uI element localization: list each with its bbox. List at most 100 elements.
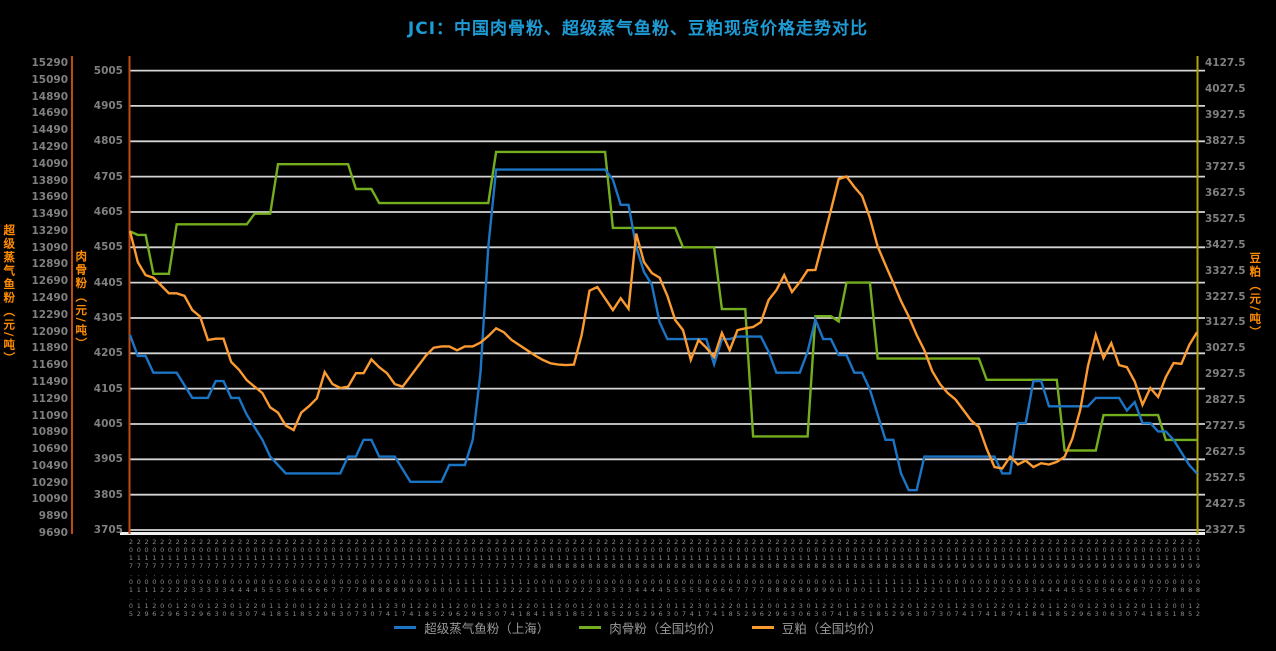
tick-label: 2927.5 [1205, 368, 1246, 381]
tick-label: 3805 [93, 488, 123, 501]
x-tick-label: 2018.11.22 [890, 538, 899, 618]
legend-swatch-mbm [579, 625, 602, 630]
x-tick-label: 2017.12.14 [508, 538, 517, 618]
x-tick-label: 2018.05.17 [679, 538, 688, 618]
tick-label: 14690 [31, 107, 68, 120]
tick-label: 15090 [31, 73, 68, 86]
x-tick-label: 2017.12.28 [524, 538, 533, 618]
x-tick-label: 2017.07.13 [337, 538, 346, 618]
x-tick-label: 2019.04.18 [1053, 538, 1062, 618]
tick-label: 13890 [31, 174, 68, 187]
y-axis-title-fishmeal: 超级蒸气鱼粉（元/吨） [2, 224, 17, 366]
x-tick-label: 2017.04.27 [251, 538, 260, 618]
tick-label: 11090 [31, 409, 68, 422]
x-tick-label: 2017.10.12 [438, 538, 447, 618]
series-lines [128, 150, 1199, 492]
series-line-mbm [129, 150, 1197, 452]
x-tick-label: 2017.05.25 [282, 538, 291, 618]
tick-label: 10890 [31, 426, 68, 439]
tick-label: 2827.5 [1205, 394, 1246, 407]
x-tick-label: 2018.02.01 [563, 538, 572, 618]
x-tick-label: 2018.03.15 [609, 538, 618, 618]
tick-label: 5005 [93, 64, 123, 77]
x-tick-label: 2018.09.06 [804, 538, 813, 618]
x-tick-label: 2018.06.07 [703, 538, 712, 618]
x-tick-label: 2017.08.03 [360, 538, 369, 618]
x-tick-label: 2017.11.30 [493, 538, 502, 618]
x-tick-label: 2018.04.12 [641, 538, 650, 618]
x-tick-label: 2019.04.04 [1038, 538, 1047, 618]
x-tick-label: 2017.08.17 [376, 538, 385, 618]
x-tick-label: 2017.11.02 [461, 538, 470, 618]
legend-label-soybean-meal: 豆粕（全国均价） [781, 621, 882, 636]
x-tick-label: 2018.06.14 [711, 538, 720, 618]
x-tick-label: 2019.01.10 [944, 538, 953, 618]
tick-label: 3227.5 [1205, 290, 1246, 303]
tick-label: 4705 [93, 170, 123, 183]
x-tick-label: 2017.07.06 [329, 538, 338, 618]
tick-label: 3927.5 [1205, 108, 1246, 121]
legend-label-mbm: 肉骨粉（全国均价） [609, 621, 722, 636]
x-tick-label: 2017.05.04 [259, 538, 268, 618]
tick-label: 12690 [31, 274, 68, 287]
x-tick-label: 2018.09.20 [820, 538, 829, 618]
tick-label: 2727.5 [1205, 419, 1246, 432]
tick-label: 3527.5 [1205, 212, 1246, 225]
x-tick-label: 2018.12.06 [905, 538, 914, 618]
legend: 超级蒸气鱼粉（上海） 肉骨粉（全国均价） 豆粕（全国均价） [0, 618, 1276, 637]
x-tick-label: 2017.02.02 [158, 538, 167, 618]
y-axis-title-mbm: 肉骨粉（元/吨） [74, 250, 89, 351]
tick-label: 4605 [93, 205, 123, 218]
x-tick-label: 2018.09.27 [827, 538, 836, 618]
tick-label: 2327.5 [1205, 523, 1246, 536]
x-tick-label: 2019.07.25 [1162, 538, 1171, 618]
tick-label: 3127.5 [1205, 316, 1246, 329]
x-tick-label: 2018.07.05 [734, 538, 743, 618]
x-tick-label: 2019.08.15 [1186, 538, 1195, 618]
x-tick-label: 2019.07.11 [1147, 538, 1156, 618]
tick-label: 2427.5 [1205, 497, 1246, 510]
x-tick-label: 2018.01.18 [547, 538, 556, 618]
x-tick-label: 2018.05.31 [695, 538, 704, 618]
tick-label: 12490 [31, 291, 68, 304]
x-tick-label: 2019.05.16 [1084, 538, 1093, 618]
x-tick-label: 2018.07.12 [742, 538, 751, 618]
x-tick-label: 2019.07.04 [1139, 538, 1148, 618]
x-tick-label: 2018.10.04 [835, 538, 844, 618]
tick-label: 13090 [31, 241, 68, 254]
x-tick-label: 2017.06.22 [313, 538, 322, 618]
x-tick-label: 2019.07.18 [1155, 538, 1164, 618]
x-tick-label: 2019.01.17 [952, 538, 961, 618]
x-tick-label: 2018.06.28 [726, 538, 735, 618]
x-tick-label: 2018.04.05 [633, 538, 642, 618]
x-tick-label: 2019.02.07 [975, 538, 984, 618]
x-tick-label: 2017.07.27 [352, 538, 361, 618]
legend-swatch-soybean-meal [751, 625, 774, 630]
x-tick-label: 2017.09.21 [415, 538, 424, 618]
x-tick-label: 2018.10.11 [843, 538, 852, 618]
x-tick-label: 2017.08.24 [384, 538, 392, 618]
x-tick-label: 2017.09.07 [399, 538, 408, 618]
x-tick-label: 2017.01.12 [134, 538, 143, 618]
x-tick-label: 2017.01.26 [150, 538, 159, 618]
x-tick-label: 2019.06.13 [1116, 538, 1125, 618]
tick-label: 10490 [31, 459, 68, 472]
tick-label: 3327.5 [1205, 264, 1246, 277]
tick-label: 14090 [31, 157, 68, 170]
tick-label: 3905 [93, 453, 123, 466]
tick-label: 12090 [31, 325, 68, 338]
legend-item-soybean-meal: 豆粕（全国均价） [751, 618, 882, 637]
x-tick-label: 2017.06.15 [306, 538, 315, 618]
x-tick-label: 2017.09.14 [407, 538, 416, 618]
tick-label: 4805 [93, 135, 123, 148]
x-tick-label: 2018.05.10 [672, 538, 681, 618]
x-tick-label: 2017.01.19 [142, 538, 151, 618]
x-tick-label: 2017.10.19 [446, 538, 455, 618]
x-tick-label: 2018.10.18 [851, 538, 860, 618]
tick-label: 3827.5 [1205, 134, 1246, 147]
x-tick-label: 2018.04.26 [656, 538, 665, 618]
x-tick-label: 2017.02.16 [173, 538, 182, 618]
x-tick-label: 2018.12.13 [913, 538, 922, 618]
tick-label: 14290 [31, 140, 68, 153]
